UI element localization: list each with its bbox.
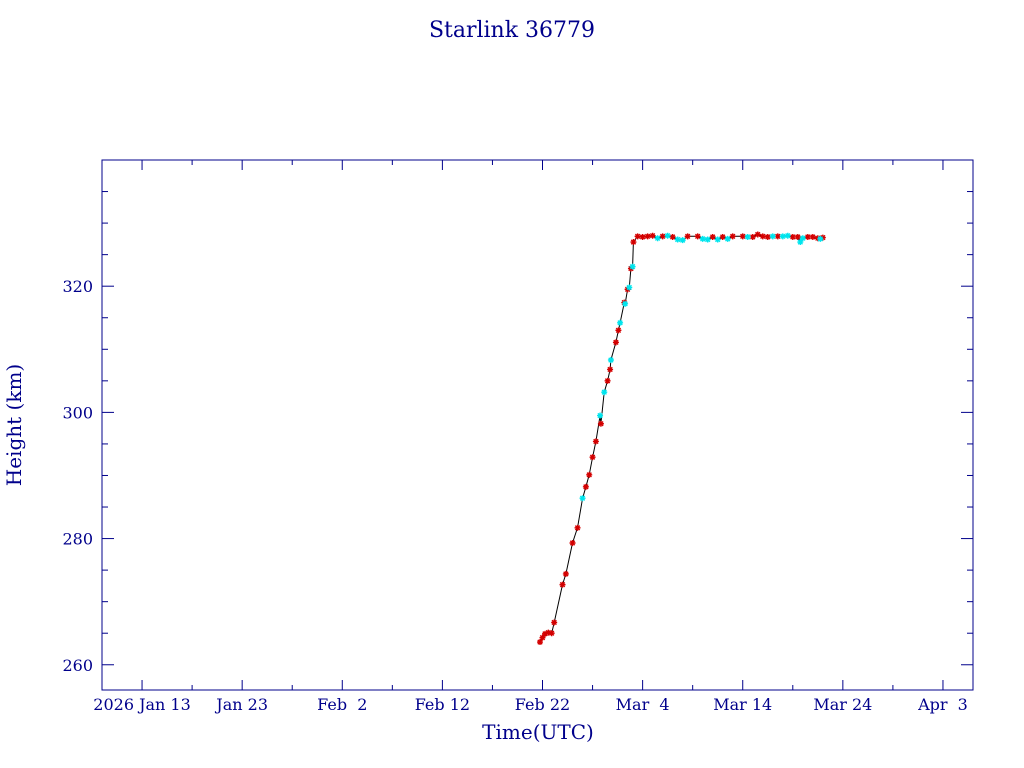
cyan-data-point [654, 235, 661, 242]
cyan-data-point [622, 300, 629, 307]
red-data-point [630, 239, 637, 246]
red-data-point [754, 231, 761, 238]
cyan-data-point [579, 495, 586, 502]
red-data-point [545, 629, 552, 636]
y-tick-label: 280 [62, 530, 93, 549]
red-data-point [759, 233, 766, 240]
tick-labels: 2026 Jan 13 Jan 23 Feb 2 Feb 12 Feb 22 Mar 4 M… [62, 277, 967, 714]
red-data-point [574, 524, 581, 531]
red-data-point [709, 233, 716, 240]
red-data-point [612, 339, 619, 346]
x-tick-label: Mar 4 [616, 695, 670, 714]
x-tick-label: Feb 2 [317, 695, 367, 714]
y-axis-label: Height (km) [2, 364, 26, 486]
red-data-point [774, 233, 781, 240]
cyan-data-point [799, 235, 806, 242]
red-data-point [589, 454, 596, 461]
red-data-point [789, 233, 796, 240]
x-tick-label: 2026 Jan 13 [93, 695, 191, 714]
red-data-point [634, 233, 641, 240]
red-data-point [819, 234, 826, 241]
red-data-point [548, 630, 555, 637]
x-tick-label: Apr 3 [917, 695, 968, 714]
x-axis-label: Time(UTC) [482, 720, 594, 744]
red-data-point [694, 233, 701, 240]
axis-ticks [102, 159, 973, 690]
red-data-point [644, 233, 651, 240]
data-points [537, 231, 826, 646]
cyan-data-point [704, 236, 711, 243]
red-data-point [669, 233, 676, 240]
x-tick-label: Jan 23 [214, 695, 268, 714]
cyan-data-point [724, 235, 731, 242]
red-data-point [615, 327, 622, 334]
red-data-point [729, 233, 736, 240]
cyan-data-point [626, 284, 633, 291]
red-data-point [582, 483, 589, 490]
y-tick-label: 260 [62, 656, 93, 675]
y-tick-label: 320 [62, 277, 93, 296]
cyan-data-point [797, 239, 804, 246]
red-data-point [804, 233, 811, 240]
red-data-point [586, 471, 593, 478]
chart-title: Starlink 36779 [429, 18, 595, 43]
red-data-point [539, 634, 546, 641]
cyan-data-point [699, 235, 706, 242]
red-data-point [604, 377, 611, 384]
x-tick-label: Feb 12 [415, 695, 470, 714]
red-data-point [559, 581, 566, 588]
red-data-point [607, 366, 614, 373]
cyan-data-point [679, 237, 686, 244]
red-data-point [537, 639, 544, 646]
red-data-point [592, 438, 599, 445]
cyan-data-point [617, 319, 624, 326]
cyan-data-point [714, 236, 721, 243]
cyan-data-point [784, 232, 791, 239]
red-data-point [719, 233, 726, 240]
cyan-data-point [779, 233, 786, 240]
y-tick-label: 300 [62, 403, 93, 422]
cyan-data-point [629, 263, 636, 270]
cyan-data-point [744, 233, 751, 240]
red-data-point [749, 233, 756, 240]
cyan-data-point [601, 389, 608, 396]
cyan-data-point [664, 232, 671, 239]
cyan-data-point [769, 233, 776, 240]
cyan-data-point [674, 236, 681, 243]
red-data-point [649, 232, 656, 239]
cyan-data-point [607, 357, 614, 364]
x-tick-label: Mar 14 [713, 695, 772, 714]
red-data-point [659, 233, 666, 240]
red-data-point [739, 233, 746, 240]
x-tick-label: Mar 24 [813, 695, 872, 714]
red-data-point [809, 233, 816, 240]
red-data-point [794, 233, 801, 240]
red-data-point [551, 619, 558, 626]
red-data-point [562, 570, 569, 577]
red-data-point [639, 233, 646, 240]
height-trend-line [539, 233, 824, 643]
red-data-point [542, 630, 549, 637]
cyan-data-point [597, 412, 604, 419]
red-data-point [597, 420, 604, 427]
plot-frame [101, 159, 974, 691]
cyan-data-point [817, 235, 824, 242]
red-data-point [684, 233, 691, 240]
red-data-point [569, 539, 576, 546]
red-data-point [764, 233, 771, 240]
x-tick-label: Feb 22 [515, 695, 570, 714]
